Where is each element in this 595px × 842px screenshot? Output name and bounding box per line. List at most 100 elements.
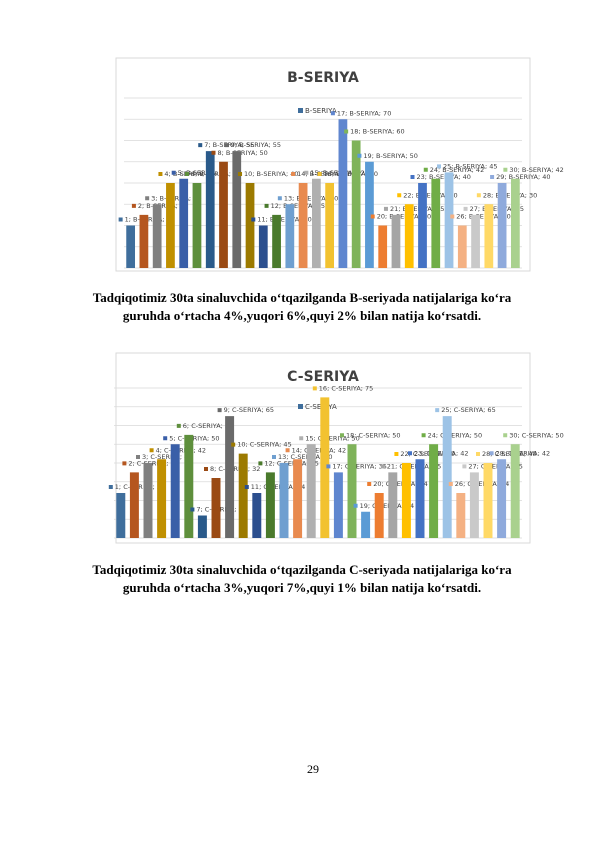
label-marker [264, 203, 269, 208]
bar [152, 204, 162, 268]
data-label: 23; C-SERIYA; 42 [414, 449, 469, 457]
data-label: 12; B-SERIYA; 25 [271, 202, 325, 210]
label-marker [131, 203, 136, 208]
label-marker [163, 436, 168, 441]
bar [391, 214, 401, 268]
data-label: 4; B-SERIYA; 40 [164, 170, 214, 178]
data-label: 26; C-SERIYA; 24 [455, 480, 510, 488]
bar [510, 444, 520, 538]
label-marker [340, 433, 344, 438]
label-marker [370, 214, 375, 219]
label-marker [462, 464, 467, 469]
data-label: 12; C-SERIYA; 35 [264, 459, 319, 467]
bar [374, 493, 384, 538]
bar [211, 478, 221, 538]
label-marker [231, 442, 236, 447]
data-label: 22; C-SERIYA; 40 [400, 450, 455, 458]
bar [252, 493, 262, 538]
data-label: 17; C-SERIYA; 35 [332, 462, 387, 470]
bar [401, 463, 411, 538]
chart-title: B-SERIYA [287, 70, 359, 86]
data-label: 6; C-SERIYA; 55 [183, 422, 233, 430]
caption-line: guruhda o‘rtacha 3%,yuqori 7%,quyi 1% bi… [123, 580, 481, 595]
bar [225, 416, 235, 538]
bar [444, 172, 454, 268]
bar [192, 183, 202, 268]
bar [126, 225, 136, 268]
label-marker [238, 172, 243, 176]
data-label: 3; B-SERIYA; 30 [151, 194, 201, 202]
data-label: 27; C-SERIYA; 35 [468, 462, 523, 470]
label-marker [176, 423, 181, 428]
bar [442, 416, 452, 538]
data-label: 11; C-SERIYA; 24 [251, 483, 306, 491]
data-label: 11; B-SERIYA; 20 [257, 216, 311, 224]
data-label: 26; B-SERIYA; 20 [456, 213, 510, 221]
bar [298, 183, 308, 268]
data-label: 19; B-SERIYA; 50 [363, 152, 417, 160]
bar [388, 472, 398, 538]
legend-label: B-SERIYA [305, 107, 337, 115]
label-marker [251, 217, 256, 222]
label-marker [184, 172, 189, 176]
bar [484, 204, 494, 268]
data-label: 5; C-SERIYA; 50 [169, 434, 219, 442]
label-marker [285, 448, 290, 453]
bar [418, 183, 427, 268]
bar [471, 214, 480, 268]
label-marker [145, 196, 150, 201]
bar [293, 459, 303, 538]
label-marker [383, 206, 388, 211]
label-marker [463, 206, 468, 211]
label-marker [258, 461, 263, 466]
bar [129, 472, 139, 538]
bar [483, 463, 493, 538]
data-label: 28; C-SERIYA; 40 [482, 450, 537, 458]
label-marker [476, 193, 481, 198]
bar [338, 119, 348, 268]
bar [361, 511, 371, 538]
bar [179, 178, 189, 268]
bar [139, 214, 149, 268]
data-label: 18; B-SERIYA; 60 [350, 128, 404, 136]
label-marker [291, 172, 296, 176]
data-label: 20; C-SERIYA; 24 [373, 480, 428, 488]
bar [170, 444, 180, 538]
data-label: 1; B-SERIYA; 20 [125, 216, 175, 224]
label-marker [211, 150, 216, 155]
data-label: 24; C-SERIYA; 50 [428, 431, 483, 439]
data-label: 21; C-SERIYA; 35 [387, 462, 442, 470]
bar [456, 493, 466, 538]
label-marker [437, 164, 442, 169]
bar [306, 444, 316, 538]
label-marker [397, 193, 402, 198]
bar [238, 453, 248, 538]
legend-swatch [298, 404, 303, 409]
bar [457, 225, 467, 268]
label-marker [158, 172, 163, 176]
data-label: 29; C-SERIYA; 42 [496, 449, 551, 457]
data-label: 3; C-SERIYA; 40 [142, 453, 192, 461]
label-marker [344, 129, 349, 134]
data-label: 25; B-SERIYA; 45 [443, 162, 497, 170]
label-marker [380, 464, 385, 469]
bar [325, 183, 335, 268]
bar [497, 183, 507, 268]
label-marker [272, 455, 276, 459]
label-marker [448, 482, 453, 486]
label-marker [410, 175, 415, 179]
bar [285, 204, 295, 268]
data-label: 13; B-SERIYA; 30 [284, 194, 338, 202]
bar [232, 151, 242, 268]
label-marker [299, 436, 304, 441]
data-label: 14; C-SERIYA; 42 [292, 446, 347, 454]
bar [469, 472, 479, 538]
data-label: 30; C-SERIYA; 50 [509, 431, 564, 439]
bar [272, 214, 281, 268]
label-marker [330, 111, 335, 116]
data-label: 7; C-SERIYA; 12 [196, 506, 246, 514]
data-label: 18; C-SERIYA; 50 [346, 431, 401, 439]
data-label: 4; C-SERIYA; 42 [156, 446, 206, 454]
bar [279, 463, 289, 538]
bar [219, 161, 228, 268]
